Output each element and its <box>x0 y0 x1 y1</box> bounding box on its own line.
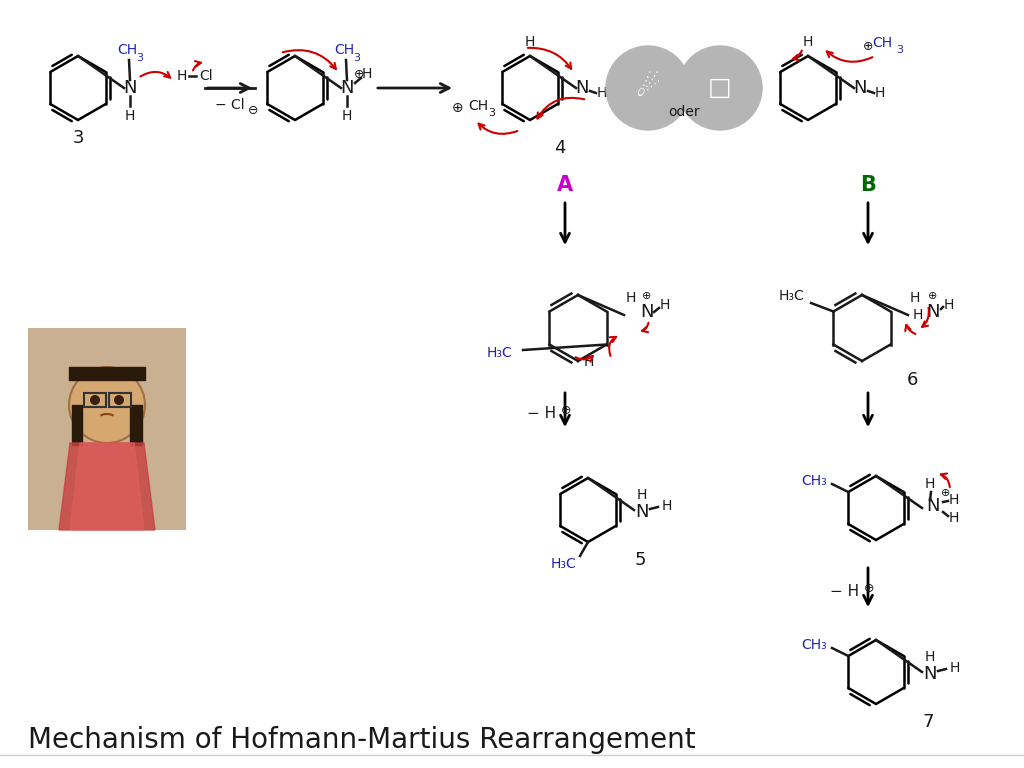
Text: 6: 6 <box>906 371 918 389</box>
Text: H: H <box>912 308 924 322</box>
Text: − Cl: − Cl <box>215 98 245 112</box>
Text: ⊕: ⊕ <box>561 403 571 416</box>
Text: H₃C: H₃C <box>487 346 513 360</box>
Text: ⊕: ⊕ <box>929 291 938 301</box>
Text: − H: − H <box>527 406 557 422</box>
Text: H: H <box>949 511 959 525</box>
Text: N: N <box>924 665 937 683</box>
Text: ⊕: ⊕ <box>941 488 950 498</box>
Text: ⊕: ⊕ <box>453 101 464 115</box>
Text: CH: CH <box>872 36 892 50</box>
Text: H: H <box>597 86 607 100</box>
Text: H: H <box>925 477 935 491</box>
Text: N: N <box>640 303 653 321</box>
Circle shape <box>606 46 690 130</box>
Text: ⊕: ⊕ <box>353 68 365 81</box>
Text: N: N <box>927 497 940 515</box>
Polygon shape <box>59 443 155 530</box>
Text: 3: 3 <box>73 129 84 147</box>
Circle shape <box>69 367 145 443</box>
Text: H: H <box>361 67 372 81</box>
Text: H₃C: H₃C <box>550 557 575 571</box>
Text: H: H <box>659 298 670 312</box>
Text: ⊕: ⊕ <box>642 291 651 301</box>
Text: H: H <box>584 356 594 369</box>
Circle shape <box>678 46 762 130</box>
Text: Cl: Cl <box>200 69 213 83</box>
Text: N: N <box>927 303 940 321</box>
Text: B: B <box>860 175 876 195</box>
Text: H: H <box>803 35 813 49</box>
Text: H: H <box>950 661 961 675</box>
Text: H: H <box>662 499 673 513</box>
Text: H₃C: H₃C <box>778 289 804 303</box>
Text: H: H <box>909 291 921 305</box>
Text: oder: oder <box>669 105 699 119</box>
Text: ⊕: ⊕ <box>863 39 873 52</box>
Text: 3: 3 <box>896 45 903 55</box>
Text: − H: − H <box>830 584 859 600</box>
Polygon shape <box>70 443 144 530</box>
Circle shape <box>90 395 100 405</box>
Text: CH: CH <box>117 43 137 57</box>
Text: H: H <box>342 109 352 123</box>
Text: □: □ <box>709 76 732 100</box>
Text: H: H <box>177 69 187 83</box>
Text: ⊖: ⊖ <box>248 104 258 117</box>
Text: CH₃: CH₃ <box>801 638 826 652</box>
Text: 3: 3 <box>136 53 143 63</box>
Text: A: A <box>557 175 573 195</box>
Text: H: H <box>874 86 885 100</box>
Text: H: H <box>525 35 536 49</box>
Text: H: H <box>626 291 636 305</box>
FancyBboxPatch shape <box>28 328 186 530</box>
Text: N: N <box>340 79 353 97</box>
Text: H: H <box>637 488 647 502</box>
Text: N: N <box>853 79 866 97</box>
Circle shape <box>114 395 124 405</box>
Text: 3: 3 <box>488 108 496 118</box>
Text: 5: 5 <box>634 551 646 569</box>
Text: H: H <box>125 109 135 123</box>
Text: 7: 7 <box>923 713 934 731</box>
Text: N: N <box>123 79 137 97</box>
Bar <box>84 393 106 407</box>
Text: CH: CH <box>468 99 488 113</box>
Text: H: H <box>944 298 954 312</box>
Text: N: N <box>635 503 649 521</box>
Text: 3: 3 <box>353 53 360 63</box>
Text: ⊕: ⊕ <box>864 581 874 594</box>
Text: CH₃: CH₃ <box>801 474 826 488</box>
Text: N: N <box>575 79 589 97</box>
Text: H: H <box>949 493 959 507</box>
Text: 4: 4 <box>554 139 565 157</box>
Text: ☄: ☄ <box>636 74 660 102</box>
Bar <box>109 393 131 407</box>
Text: H: H <box>925 650 935 664</box>
Text: Mechanism of Hofmann-Martius Rearrangement: Mechanism of Hofmann-Martius Rearrangeme… <box>28 726 695 754</box>
Text: CH: CH <box>334 43 354 57</box>
